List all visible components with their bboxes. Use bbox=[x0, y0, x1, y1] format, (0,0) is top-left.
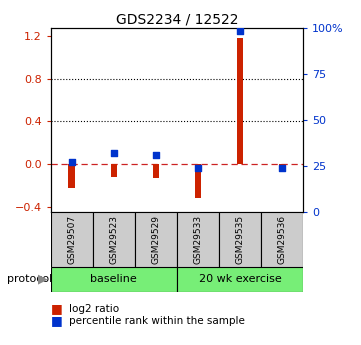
Text: percentile rank within the sample: percentile rank within the sample bbox=[69, 316, 244, 326]
Text: GSM29535: GSM29535 bbox=[236, 215, 244, 264]
Point bbox=[153, 152, 159, 158]
Point bbox=[237, 29, 243, 34]
Text: 20 wk exercise: 20 wk exercise bbox=[199, 275, 282, 284]
Text: GSM29533: GSM29533 bbox=[193, 215, 203, 264]
Bar bbox=[93, 212, 135, 267]
Bar bbox=[177, 267, 303, 292]
Bar bbox=[237, 38, 243, 164]
Point bbox=[69, 160, 74, 165]
Bar bbox=[261, 212, 303, 267]
Bar bbox=[153, 164, 159, 178]
Bar bbox=[279, 164, 285, 168]
Point bbox=[195, 165, 201, 171]
Text: GSM29529: GSM29529 bbox=[151, 215, 160, 264]
Text: log2 ratio: log2 ratio bbox=[69, 304, 119, 314]
Point bbox=[279, 165, 285, 171]
Bar bbox=[195, 164, 201, 198]
Text: baseline: baseline bbox=[90, 275, 137, 284]
Text: ■: ■ bbox=[51, 302, 62, 315]
Bar bbox=[110, 164, 117, 177]
Text: GSM29523: GSM29523 bbox=[109, 215, 118, 264]
Point bbox=[111, 150, 117, 156]
Bar bbox=[135, 212, 177, 267]
Title: GDS2234 / 12522: GDS2234 / 12522 bbox=[116, 12, 238, 27]
Bar bbox=[177, 212, 219, 267]
Bar bbox=[69, 164, 75, 188]
Text: ■: ■ bbox=[51, 314, 62, 327]
Text: GSM29507: GSM29507 bbox=[67, 215, 76, 264]
Text: ▶: ▶ bbox=[38, 272, 48, 285]
Bar bbox=[51, 267, 177, 292]
Text: protocol: protocol bbox=[7, 274, 52, 284]
Bar bbox=[219, 212, 261, 267]
Bar bbox=[51, 212, 93, 267]
Text: GSM29536: GSM29536 bbox=[278, 215, 287, 264]
